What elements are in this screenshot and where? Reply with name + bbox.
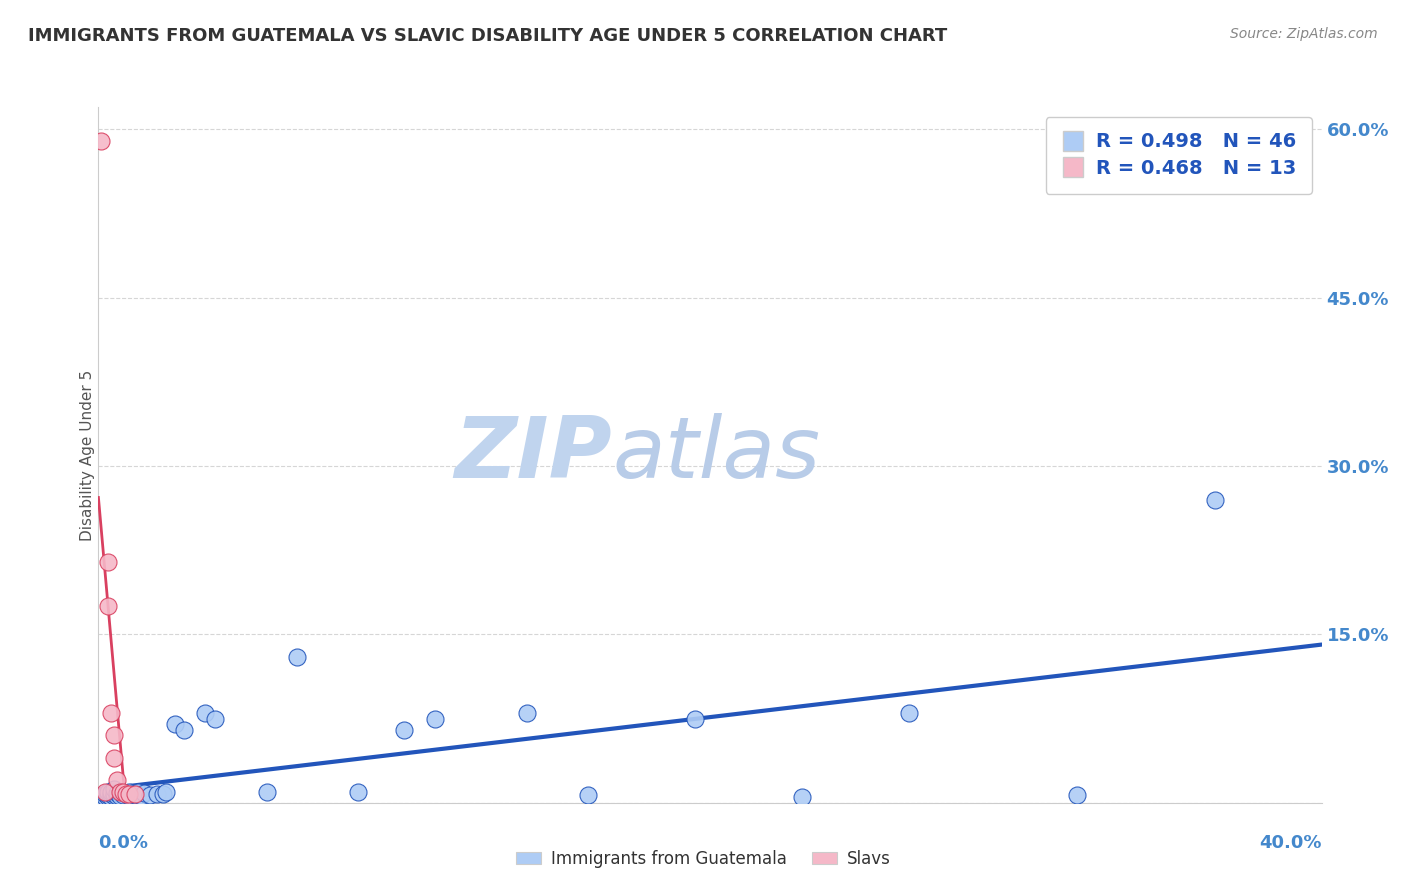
Point bbox=[111, 784, 134, 798]
Point bbox=[256, 784, 278, 798]
Point bbox=[111, 788, 134, 802]
Point bbox=[97, 599, 120, 614]
Point bbox=[897, 706, 920, 720]
Point bbox=[97, 788, 120, 802]
Point bbox=[423, 712, 446, 726]
Point bbox=[100, 706, 122, 720]
Point bbox=[127, 784, 149, 798]
Point bbox=[90, 790, 112, 805]
Point bbox=[392, 723, 416, 737]
Y-axis label: Disability Age Under 5: Disability Age Under 5 bbox=[80, 369, 94, 541]
Point bbox=[118, 784, 141, 798]
Point bbox=[103, 787, 125, 801]
Point bbox=[516, 706, 538, 720]
Point bbox=[108, 784, 131, 798]
Point bbox=[115, 787, 138, 801]
Text: Source: ZipAtlas.com: Source: ZipAtlas.com bbox=[1230, 27, 1378, 41]
Point bbox=[285, 649, 308, 664]
Point bbox=[163, 717, 186, 731]
Point bbox=[90, 134, 112, 148]
Point bbox=[115, 787, 138, 801]
Point bbox=[790, 790, 813, 805]
Text: ZIP: ZIP bbox=[454, 413, 612, 497]
Text: 0.0%: 0.0% bbox=[98, 834, 149, 852]
Text: IMMIGRANTS FROM GUATEMALA VS SLAVIC DISABILITY AGE UNDER 5 CORRELATION CHART: IMMIGRANTS FROM GUATEMALA VS SLAVIC DISA… bbox=[28, 27, 948, 45]
Text: atlas: atlas bbox=[612, 413, 820, 497]
Point bbox=[155, 784, 177, 798]
Point bbox=[100, 784, 122, 798]
Point bbox=[121, 787, 143, 801]
Point bbox=[97, 790, 120, 805]
Point bbox=[93, 790, 115, 805]
Point bbox=[93, 784, 115, 798]
Legend: R = 0.498   N = 46, R = 0.468   N = 13: R = 0.498 N = 46, R = 0.468 N = 13 bbox=[1046, 117, 1312, 194]
Point bbox=[100, 790, 122, 805]
Point bbox=[152, 787, 174, 801]
Point bbox=[97, 555, 120, 569]
Point bbox=[124, 788, 146, 802]
Point bbox=[108, 784, 131, 798]
Point bbox=[145, 787, 167, 801]
Legend: Immigrants from Guatemala, Slavs: Immigrants from Guatemala, Slavs bbox=[509, 844, 897, 875]
Point bbox=[118, 787, 141, 801]
Point bbox=[103, 729, 125, 743]
Point bbox=[103, 789, 125, 803]
Point bbox=[204, 712, 226, 726]
Point bbox=[93, 787, 115, 801]
Point bbox=[105, 789, 128, 803]
Point bbox=[194, 706, 217, 720]
Point bbox=[118, 789, 141, 803]
Point bbox=[97, 784, 120, 798]
Point bbox=[129, 789, 152, 803]
Point bbox=[1066, 788, 1088, 802]
Point bbox=[139, 788, 162, 802]
Point bbox=[111, 784, 134, 798]
Point bbox=[173, 723, 195, 737]
Point bbox=[105, 786, 128, 800]
Text: 40.0%: 40.0% bbox=[1260, 834, 1322, 852]
Point bbox=[576, 788, 599, 802]
Point bbox=[1204, 492, 1226, 507]
Point bbox=[347, 784, 370, 798]
Point bbox=[134, 786, 156, 800]
Point bbox=[683, 712, 706, 726]
Point bbox=[105, 773, 128, 788]
Point bbox=[103, 751, 125, 765]
Point bbox=[124, 787, 146, 801]
Point bbox=[100, 787, 122, 801]
Point bbox=[103, 782, 125, 797]
Point bbox=[108, 789, 131, 803]
